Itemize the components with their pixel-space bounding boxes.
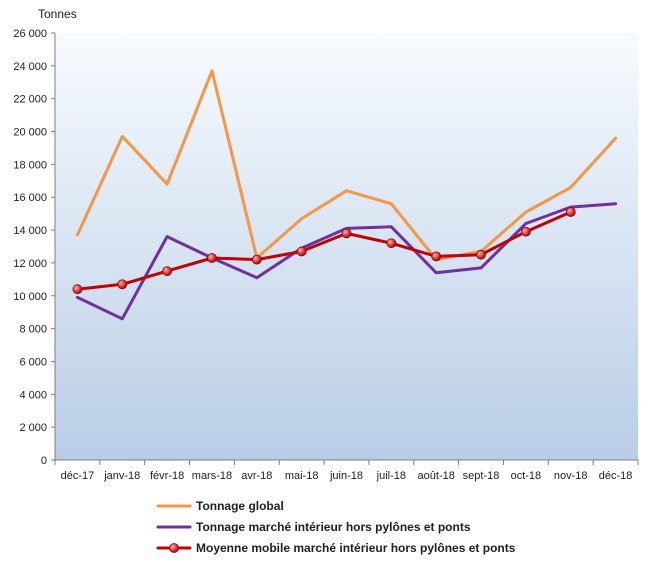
y-tick-label: 14 000: [13, 225, 47, 237]
y-tick-label: 26 000: [13, 28, 47, 40]
x-tick-label: déc-17: [61, 470, 95, 482]
series-point-3: [386, 238, 397, 249]
x-tick-label: déc-18: [599, 470, 633, 482]
series-point-3: [520, 226, 531, 237]
y-tick-label: 16 000: [13, 192, 47, 204]
y-tick-label: 22 000: [13, 94, 47, 106]
y-tick-label: 6 000: [19, 356, 47, 368]
series-point-3: [431, 251, 442, 262]
series-point-3: [476, 249, 486, 260]
series-point-3: [207, 253, 217, 263]
series-point-3: [341, 228, 352, 239]
x-tick-label: juin-18: [329, 470, 363, 482]
legend-label-2: Tonnage marché intérieur hors pylônes et…: [196, 520, 471, 534]
series-point-3: [72, 284, 83, 295]
series-point-3: [117, 279, 128, 290]
x-tick-label: nov-18: [554, 470, 588, 482]
y-unit-label: Tonnes: [38, 7, 77, 21]
x-tick-label: sept-18: [463, 470, 500, 482]
y-tick-label: 24 000: [13, 61, 47, 73]
y-tick-label: 10 000: [13, 291, 47, 303]
x-tick-label: févr-18: [150, 470, 184, 482]
series-point-3: [565, 207, 576, 217]
x-tick-label: avr-18: [241, 470, 272, 482]
y-tick-label: 0: [41, 455, 47, 467]
series-line-3: [75, 210, 573, 291]
y-tick-label: 20 000: [13, 127, 47, 139]
x-tick-label: mai-18: [285, 470, 319, 482]
y-tick-label: 8 000: [19, 324, 47, 336]
legend-label-3: Moyenne mobile marché intérieur hors pyl…: [196, 541, 516, 555]
x-tick-label: oct-18: [511, 470, 542, 482]
x-tick-label: juil-18: [376, 470, 406, 482]
series-line-1: [75, 69, 618, 262]
legend-label-1: Tonnage global: [196, 499, 284, 513]
plot-area: [55, 33, 638, 460]
series-point-3: [251, 254, 262, 265]
y-tick-label: 4 000: [19, 389, 47, 401]
legend: Tonnage global Tonnage marché intérieur h…: [156, 499, 516, 555]
y-tick-label: 2 000: [19, 422, 47, 434]
x-tick-label: août-18: [418, 470, 455, 482]
y-tick-label: 12 000: [13, 258, 47, 270]
series-point-3: [296, 246, 307, 257]
axes: 0 2 000 4 000 6 000 8 000 10 000 12 000 14 000 1…: [13, 28, 639, 482]
series-layer: [72, 69, 618, 321]
x-tick-label: janv-18: [103, 470, 140, 482]
legend-marker-3: [169, 543, 179, 553]
y-tick-label: 18 000: [13, 159, 47, 171]
series-point-3: [162, 266, 173, 277]
x-tick-label: mars-18: [192, 470, 232, 482]
series-line-2: [75, 202, 618, 321]
